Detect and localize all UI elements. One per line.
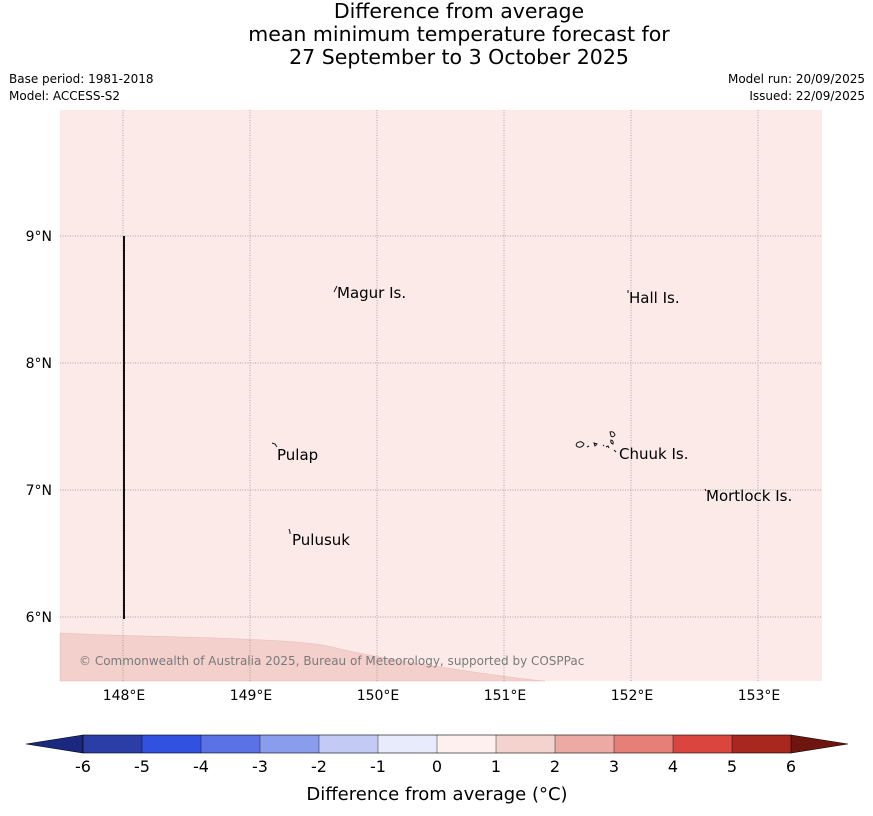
- colorbar-tick-label: -5: [134, 757, 150, 776]
- colorbar-segment: [673, 735, 733, 753]
- colorbar-tick-label: -4: [193, 757, 209, 776]
- colorbar-segment: [319, 735, 379, 753]
- place-hall-is: Hall Is.: [629, 289, 680, 307]
- place-labels: Magur Is. Hall Is. Pulap Chuuk Is. Mortl…: [277, 284, 792, 549]
- colorbar-tick-label: -1: [370, 757, 386, 776]
- colorbar-tick-labels: -6 -5 -4 -3 -2 -1 0 1 2 3 4 5 6: [75, 757, 796, 776]
- lat-label-7n: 7°N: [26, 483, 52, 499]
- title-line-1: Difference from average: [333, 0, 585, 23]
- colorbar-segments: [83, 735, 792, 753]
- map-title: Difference from average mean minimum tem…: [0, 0, 873, 69]
- base-period: Base period: 1981-2018: [9, 72, 154, 86]
- colorbar-tick-label: 5: [727, 757, 737, 776]
- colorbar-title: Difference from average (°C): [306, 784, 567, 805]
- chuuk-lagoon-islands: [575, 431, 617, 453]
- lon-label-148e: 148°E: [103, 688, 146, 704]
- colorbar-tick-label: -2: [311, 757, 327, 776]
- lon-label-152e: 152°E: [611, 688, 654, 704]
- colorbar-segment: [83, 735, 143, 753]
- colorbar-segment: [437, 735, 497, 753]
- lon-label-151e: 151°E: [484, 688, 527, 704]
- place-mortlock-is: Mortlock Is.: [706, 487, 792, 505]
- mortlock-island-shape: [704, 488, 707, 492]
- colorbar-segment: [496, 735, 556, 753]
- lon-label-153e: 153°E: [738, 688, 781, 704]
- colorbar-segment: [614, 735, 674, 753]
- lat-label-8n: 8°N: [26, 356, 52, 372]
- colorbar-segment: [732, 735, 792, 753]
- colorbar: -6 -5 -4 -3 -2 -1 0 1 2 3 4 5 6: [25, 734, 849, 776]
- colorbar-tick-label: 0: [432, 757, 442, 776]
- pulap-island-shape: [271, 442, 278, 448]
- colorbar-low-extend: [25, 734, 84, 754]
- colorbar-tick-label: 1: [491, 757, 501, 776]
- longitude-labels: 148°E 149°E 150°E 151°E 152°E 153°E: [103, 688, 781, 704]
- place-magur-is: Magur Is.: [337, 284, 406, 302]
- colorbar-frame: [82, 734, 792, 754]
- model-run: Model run: 20/09/2025: [727, 72, 865, 86]
- colorbar-segment: [260, 735, 320, 753]
- map-area: [60, 110, 822, 681]
- colorbar-tick-label: 2: [550, 757, 560, 776]
- copyright-notice: © Commonwealth of Australia 2025, Bureau…: [79, 654, 584, 668]
- lon-label-150e: 150°E: [357, 688, 400, 704]
- lon-label-149e: 149°E: [230, 688, 273, 704]
- place-pulap: Pulap: [277, 446, 318, 464]
- warm-anomaly-region: [59, 632, 546, 682]
- place-pulusuk: Pulusuk: [292, 531, 350, 549]
- issued-date: Issued: 22/09/2025: [749, 89, 865, 103]
- title-line-3: 27 September to 3 October 2025: [289, 45, 629, 69]
- model-name: Model: ACCESS-S2: [9, 89, 121, 103]
- place-chuuk-is: Chuuk Is.: [619, 445, 688, 463]
- colorbar-segment: [201, 735, 261, 753]
- magur-island-shape: [333, 285, 338, 293]
- meta-right: Model run: 20/09/2025 Issued: 22/09/2025: [728, 71, 865, 105]
- meta-left: Base period: 1981-2018 Model: ACCESS-S2: [9, 71, 154, 105]
- lat-label-6n: 6°N: [26, 610, 52, 626]
- latitude-labels: 9°N 8°N 7°N 6°N: [26, 229, 52, 626]
- colorbar-high-extend: [790, 734, 849, 754]
- lat-label-9n: 9°N: [26, 229, 52, 245]
- colorbar-tick-label: 3: [609, 757, 619, 776]
- pulusuk-island-shape: [288, 528, 291, 534]
- colorbar-tick-label: -3: [252, 757, 268, 776]
- colorbar-tick-label: -6: [75, 757, 91, 776]
- colorbar-tick-label: 4: [668, 757, 678, 776]
- title-line-2: mean minimum temperature forecast for: [248, 22, 670, 46]
- island-outlines: [271, 285, 707, 534]
- colorbar-segment: [555, 735, 615, 753]
- colorbar-segment: [142, 735, 202, 753]
- colorbar-segment: [378, 735, 438, 753]
- colorbar-tick-label: 6: [786, 757, 796, 776]
